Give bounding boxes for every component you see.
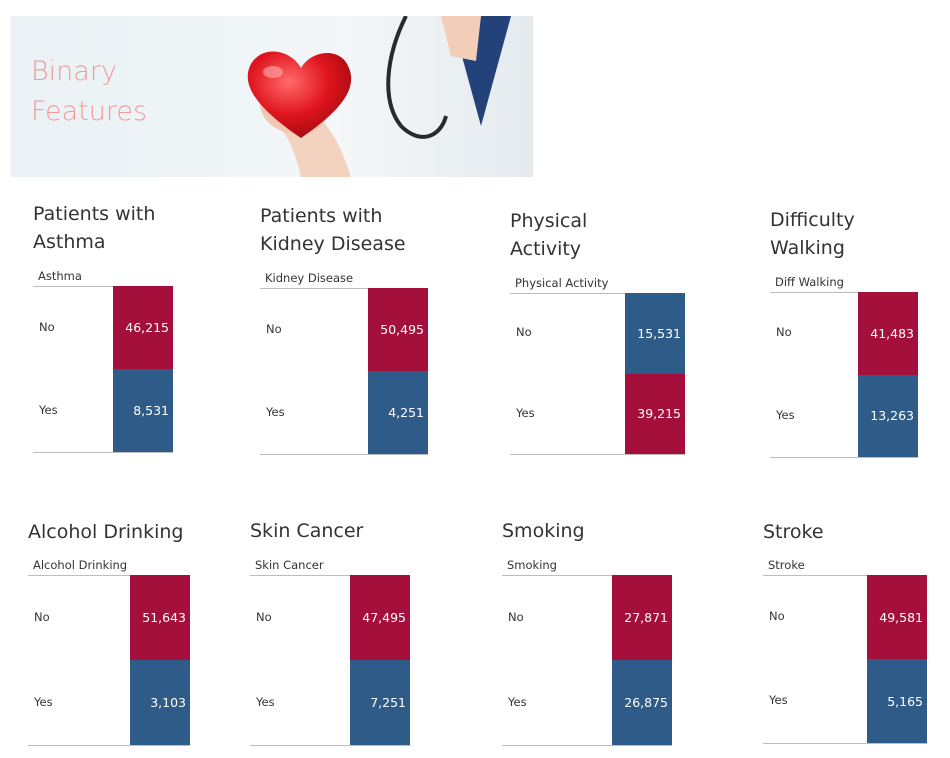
bottom-rule [502, 745, 672, 746]
chart-panel-2: Patients with Kidney Disease Kidney Disea… [260, 202, 438, 458]
chart-panel-5: Alcohol Drinking Alcohol Drinking 51,643 No… [28, 518, 200, 749]
chart-title: Alcohol Drinking [28, 521, 184, 543]
category-label-yes: Yes [769, 693, 788, 707]
bar-no[interactable]: 51,643 [130, 575, 190, 660]
chart-title: Smoking [502, 520, 585, 542]
bar-no[interactable]: 50,495 [368, 288, 428, 371]
bar-no[interactable]: 49,581 [867, 575, 927, 659]
field-header: Physical Activity [515, 276, 609, 290]
field-header: Alcohol Drinking [33, 558, 128, 572]
bar-yes[interactable]: 13,263 [858, 374, 918, 457]
category-label-no: No [508, 609, 524, 624]
field-header-rule [510, 293, 625, 294]
field-header: Skin Cancer [255, 558, 324, 572]
bar-value-label: 26,875 [624, 695, 668, 710]
doctor-heart-illustration [247, 16, 533, 177]
bar-value-label: 15,531 [637, 325, 681, 341]
field-header: Smoking [507, 558, 557, 572]
bar-value-label: 8,531 [133, 403, 169, 418]
bar-value-label: 13,263 [870, 408, 914, 424]
category-label-yes: Yes [508, 694, 527, 709]
bar-value-label: 47,495 [362, 610, 406, 625]
category-label-no: No [516, 325, 532, 340]
chart-panel-8: Stroke Stroke 49,581 No 5,165 Yes [763, 518, 937, 747]
bar-yes[interactable]: 5,165 [867, 659, 927, 743]
chart-panel-7: Smoking Smoking 27,871 No 26,875 Yes [502, 517, 682, 749]
field-header-rule [28, 575, 130, 576]
bar-value-label: 39,215 [637, 406, 681, 422]
category-label-yes: Yes [34, 694, 53, 709]
bar-value-label: 51,643 [142, 610, 186, 625]
bottom-rule [510, 454, 685, 455]
bar-yes[interactable]: 39,215 [625, 373, 685, 454]
header-banner: Binary Features [11, 16, 533, 177]
field-header-rule [763, 575, 867, 576]
bar-value-label: 46,215 [125, 320, 169, 335]
bar-no[interactable]: 46,215 [113, 286, 173, 369]
category-label-no: No [34, 609, 50, 624]
chart-panel-4: Difficulty Walking Diff Walking 41,483 No 13… [770, 206, 928, 461]
chart-title: Stroke [763, 521, 824, 543]
bar-no[interactable]: 47,495 [350, 575, 410, 660]
bar-value-label: 4,251 [388, 405, 424, 420]
bar-no[interactable]: 15,531 [625, 293, 685, 374]
page-title: Binary Features [31, 56, 148, 127]
field-header-rule [250, 575, 350, 576]
bar-yes[interactable]: 8,531 [113, 369, 173, 452]
category-label-yes: Yes [776, 407, 795, 422]
field-header-rule [33, 286, 113, 287]
chart-panel-6: Skin Cancer Skin Cancer 47,495 No 7,251 Yes [250, 517, 420, 749]
chart-panel-3: Physical Activity Physical Activity 15,531… [510, 207, 695, 458]
chart-title: Patients with Asthma [33, 203, 156, 253]
chart-title: Physical Activity [510, 210, 588, 260]
field-header-rule [260, 288, 368, 289]
bar-yes[interactable]: 3,103 [130, 660, 190, 745]
category-label-no: No [256, 609, 272, 624]
bar-yes[interactable]: 26,875 [612, 660, 672, 745]
chart-title: Skin Cancer [250, 520, 364, 542]
category-label-no: No [39, 319, 55, 334]
bar-value-label: 27,871 [624, 610, 668, 625]
bottom-rule [33, 452, 173, 453]
field-header-rule [770, 292, 858, 293]
bar-yes[interactable]: 7,251 [350, 660, 410, 745]
category-label-no: No [769, 609, 785, 623]
bottom-rule [260, 454, 428, 455]
bar-value-label: 41,483 [870, 325, 914, 341]
chart-title: Difficulty Walking [770, 209, 855, 259]
bar-yes[interactable]: 4,251 [368, 371, 428, 454]
bar-value-label: 7,251 [370, 695, 406, 710]
bar-no[interactable]: 41,483 [858, 292, 918, 375]
bottom-rule [770, 457, 918, 458]
category-label-yes: Yes [39, 402, 58, 417]
bar-value-label: 49,581 [879, 609, 923, 625]
field-header: Kidney Disease [265, 271, 354, 285]
category-label-yes: Yes [256, 694, 275, 709]
bottom-rule [28, 745, 190, 746]
bar-no[interactable]: 27,871 [612, 575, 672, 660]
field-header: Asthma [38, 269, 82, 283]
category-label-no: No [776, 325, 792, 340]
category-label-yes: Yes [516, 405, 535, 420]
category-label-yes: Yes [266, 404, 285, 419]
field-header: Diff Walking [775, 275, 844, 289]
category-label-no: No [266, 321, 282, 336]
bar-value-label: 50,495 [380, 322, 424, 337]
bottom-rule [250, 745, 410, 746]
chart-panel-1: Patients with Asthma Asthma 46,215 No 8,531 Y… [33, 200, 183, 456]
field-header-rule [502, 575, 612, 576]
chart-title: Patients with Kidney Disease [260, 205, 406, 255]
bottom-rule [763, 743, 927, 744]
bar-value-label: 5,165 [887, 693, 923, 709]
bar-value-label: 3,103 [150, 695, 186, 710]
field-header: Stroke [768, 558, 805, 572]
